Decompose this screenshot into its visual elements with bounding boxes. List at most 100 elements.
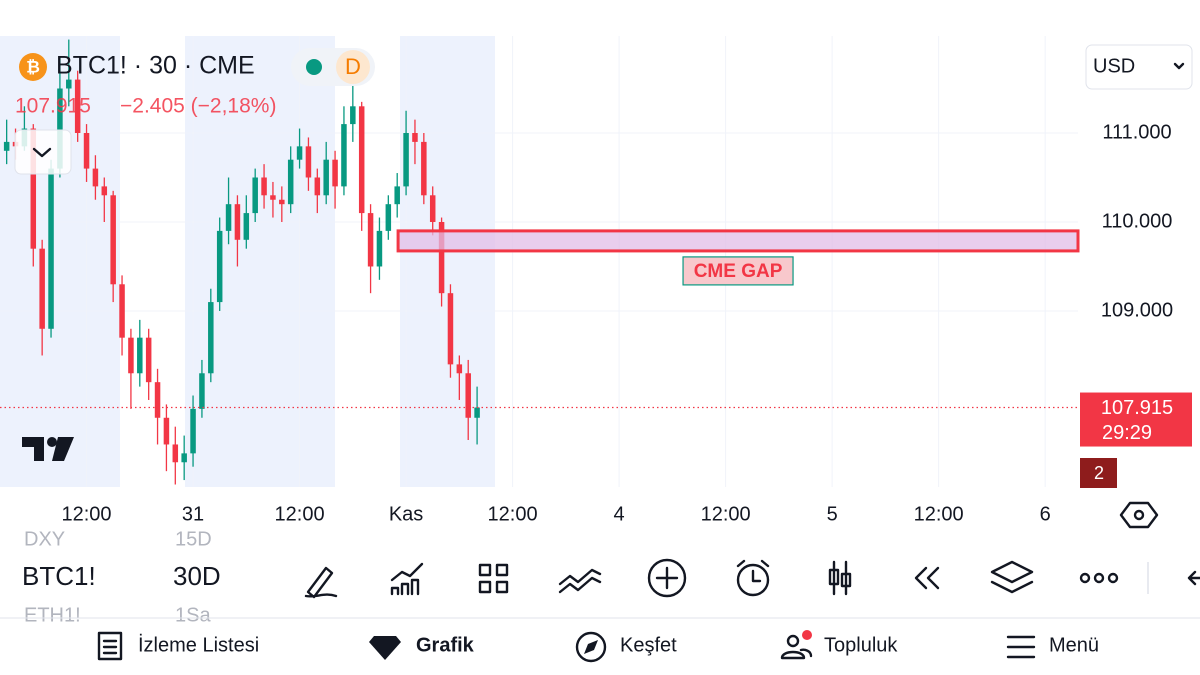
last-price-box (1080, 392, 1192, 447)
candle-body (243, 213, 250, 240)
candle-body (3, 141, 10, 151)
candle-body (154, 382, 161, 418)
candle-body (110, 195, 116, 285)
y-tick-label: 111.000 (1102, 121, 1171, 143)
candle-body (385, 204, 392, 231)
currency-select[interactable] (1085, 44, 1193, 90)
candle-body (438, 221, 445, 294)
indicators-icon[interactable] (390, 562, 424, 596)
nav-item[interactable]: Menü (1049, 634, 1099, 656)
candle-body (48, 168, 54, 329)
candle-body (172, 444, 179, 463)
peek-symbol: DXY (24, 528, 65, 550)
x-tick-label: 5 (827, 503, 838, 525)
nav-item[interactable]: Grafik (416, 634, 475, 656)
chart-icon (369, 636, 401, 660)
candle-body (429, 195, 436, 222)
candle-body (367, 213, 374, 267)
candle-body (287, 159, 294, 205)
peek-interval: 15D (175, 528, 212, 550)
alert-icon[interactable] (736, 563, 770, 597)
currency-label: USD (1093, 55, 1135, 77)
bottom-nav: İzleme Listesi Grafik Keşfet Topluluk Me… (97, 630, 1099, 663)
more-icon[interactable] (1079, 572, 1091, 584)
add-icon[interactable] (647, 558, 687, 598)
community-icon (786, 634, 800, 648)
market-status-dot (306, 59, 322, 75)
session-band (400, 36, 495, 487)
candle-body (394, 186, 400, 205)
nav-item[interactable]: Keşfet (620, 634, 677, 656)
x-tick-label: 12:00 (914, 503, 964, 525)
candle-body (358, 106, 365, 214)
nav-item[interactable]: İzleme Listesi (138, 633, 259, 656)
x-tick-label: 6 (1040, 503, 1051, 525)
add-icon-cross (655, 566, 679, 590)
candle-body (252, 177, 258, 214)
candle-body (456, 364, 463, 374)
gap-label: CME GAP (694, 261, 783, 282)
chevron-icon (32, 147, 52, 158)
legend-toggle[interactable] (14, 129, 72, 175)
x-tick-label: 12:00 (62, 503, 112, 525)
chart-type-icon[interactable] (828, 560, 852, 596)
compare-icon[interactable] (558, 568, 602, 594)
templates-icon[interactable] (478, 563, 509, 594)
candle-body (101, 186, 108, 196)
peek-symbol: ETH1! (24, 604, 81, 626)
candle-body (421, 141, 427, 196)
candle-body (163, 417, 170, 445)
candle-body (279, 199, 285, 205)
candle-body (412, 132, 418, 142)
replay-icon[interactable] (914, 566, 940, 590)
candle-body (376, 230, 383, 267)
delayed-badge: D (345, 54, 361, 79)
tradingview-logo (22, 437, 74, 461)
bar-countdown: 29:29 (1102, 422, 1152, 444)
btc-icon (19, 53, 47, 81)
last-price-label: 107.915 (1101, 397, 1173, 419)
last-price: 107.915 (15, 95, 91, 118)
dropdown-icon (1173, 62, 1185, 70)
candle-body (296, 146, 303, 160)
settings-icon[interactable] (1119, 501, 1159, 529)
plot: CME GAP (0, 39, 1080, 485)
candle-body (314, 177, 321, 196)
session-shading (0, 36, 495, 487)
layers-icon[interactable] (990, 560, 1034, 594)
session-band (185, 36, 335, 487)
candle-body (403, 132, 409, 187)
candle-body (447, 293, 454, 365)
x-tick-label: 31 (182, 503, 204, 525)
symbol-title[interactable]: BTC1! · 30 · CME (56, 52, 255, 80)
more-icon (1093, 572, 1105, 584)
candle-body (474, 407, 480, 418)
back-icon[interactable] (1187, 570, 1200, 586)
alert-badge[interactable] (1080, 458, 1117, 488)
toolbar-interval[interactable]: 30D (173, 561, 221, 591)
notification-dot (802, 630, 812, 640)
badge-bg (336, 50, 370, 84)
community-icon-body (780, 648, 813, 660)
y-tick-label: 109.000 (1101, 299, 1173, 321)
explore-icon (575, 631, 607, 663)
candle-body (225, 204, 232, 231)
candle-body (350, 106, 356, 125)
draw-icon[interactable] (304, 566, 338, 599)
candle-body (270, 195, 276, 200)
x-tick-label: 4 (614, 503, 625, 525)
candle-body (145, 337, 152, 383)
more-icon (1107, 572, 1119, 584)
candle-body (261, 177, 267, 196)
nav-item[interactable]: Topluluk (824, 634, 898, 656)
candle-body (119, 284, 125, 338)
alert-count: 2 (1094, 463, 1104, 483)
settings-icon-center (1133, 509, 1145, 521)
price-change: −2.405 (−2,18%) (120, 95, 276, 118)
peek-interval: 1Sa (175, 604, 211, 626)
candle-body (83, 132, 90, 169)
toolbar-symbol[interactable]: BTC1! (22, 561, 96, 591)
peek-mask (0, 552, 290, 604)
x-tick-label: Kas (389, 503, 423, 525)
